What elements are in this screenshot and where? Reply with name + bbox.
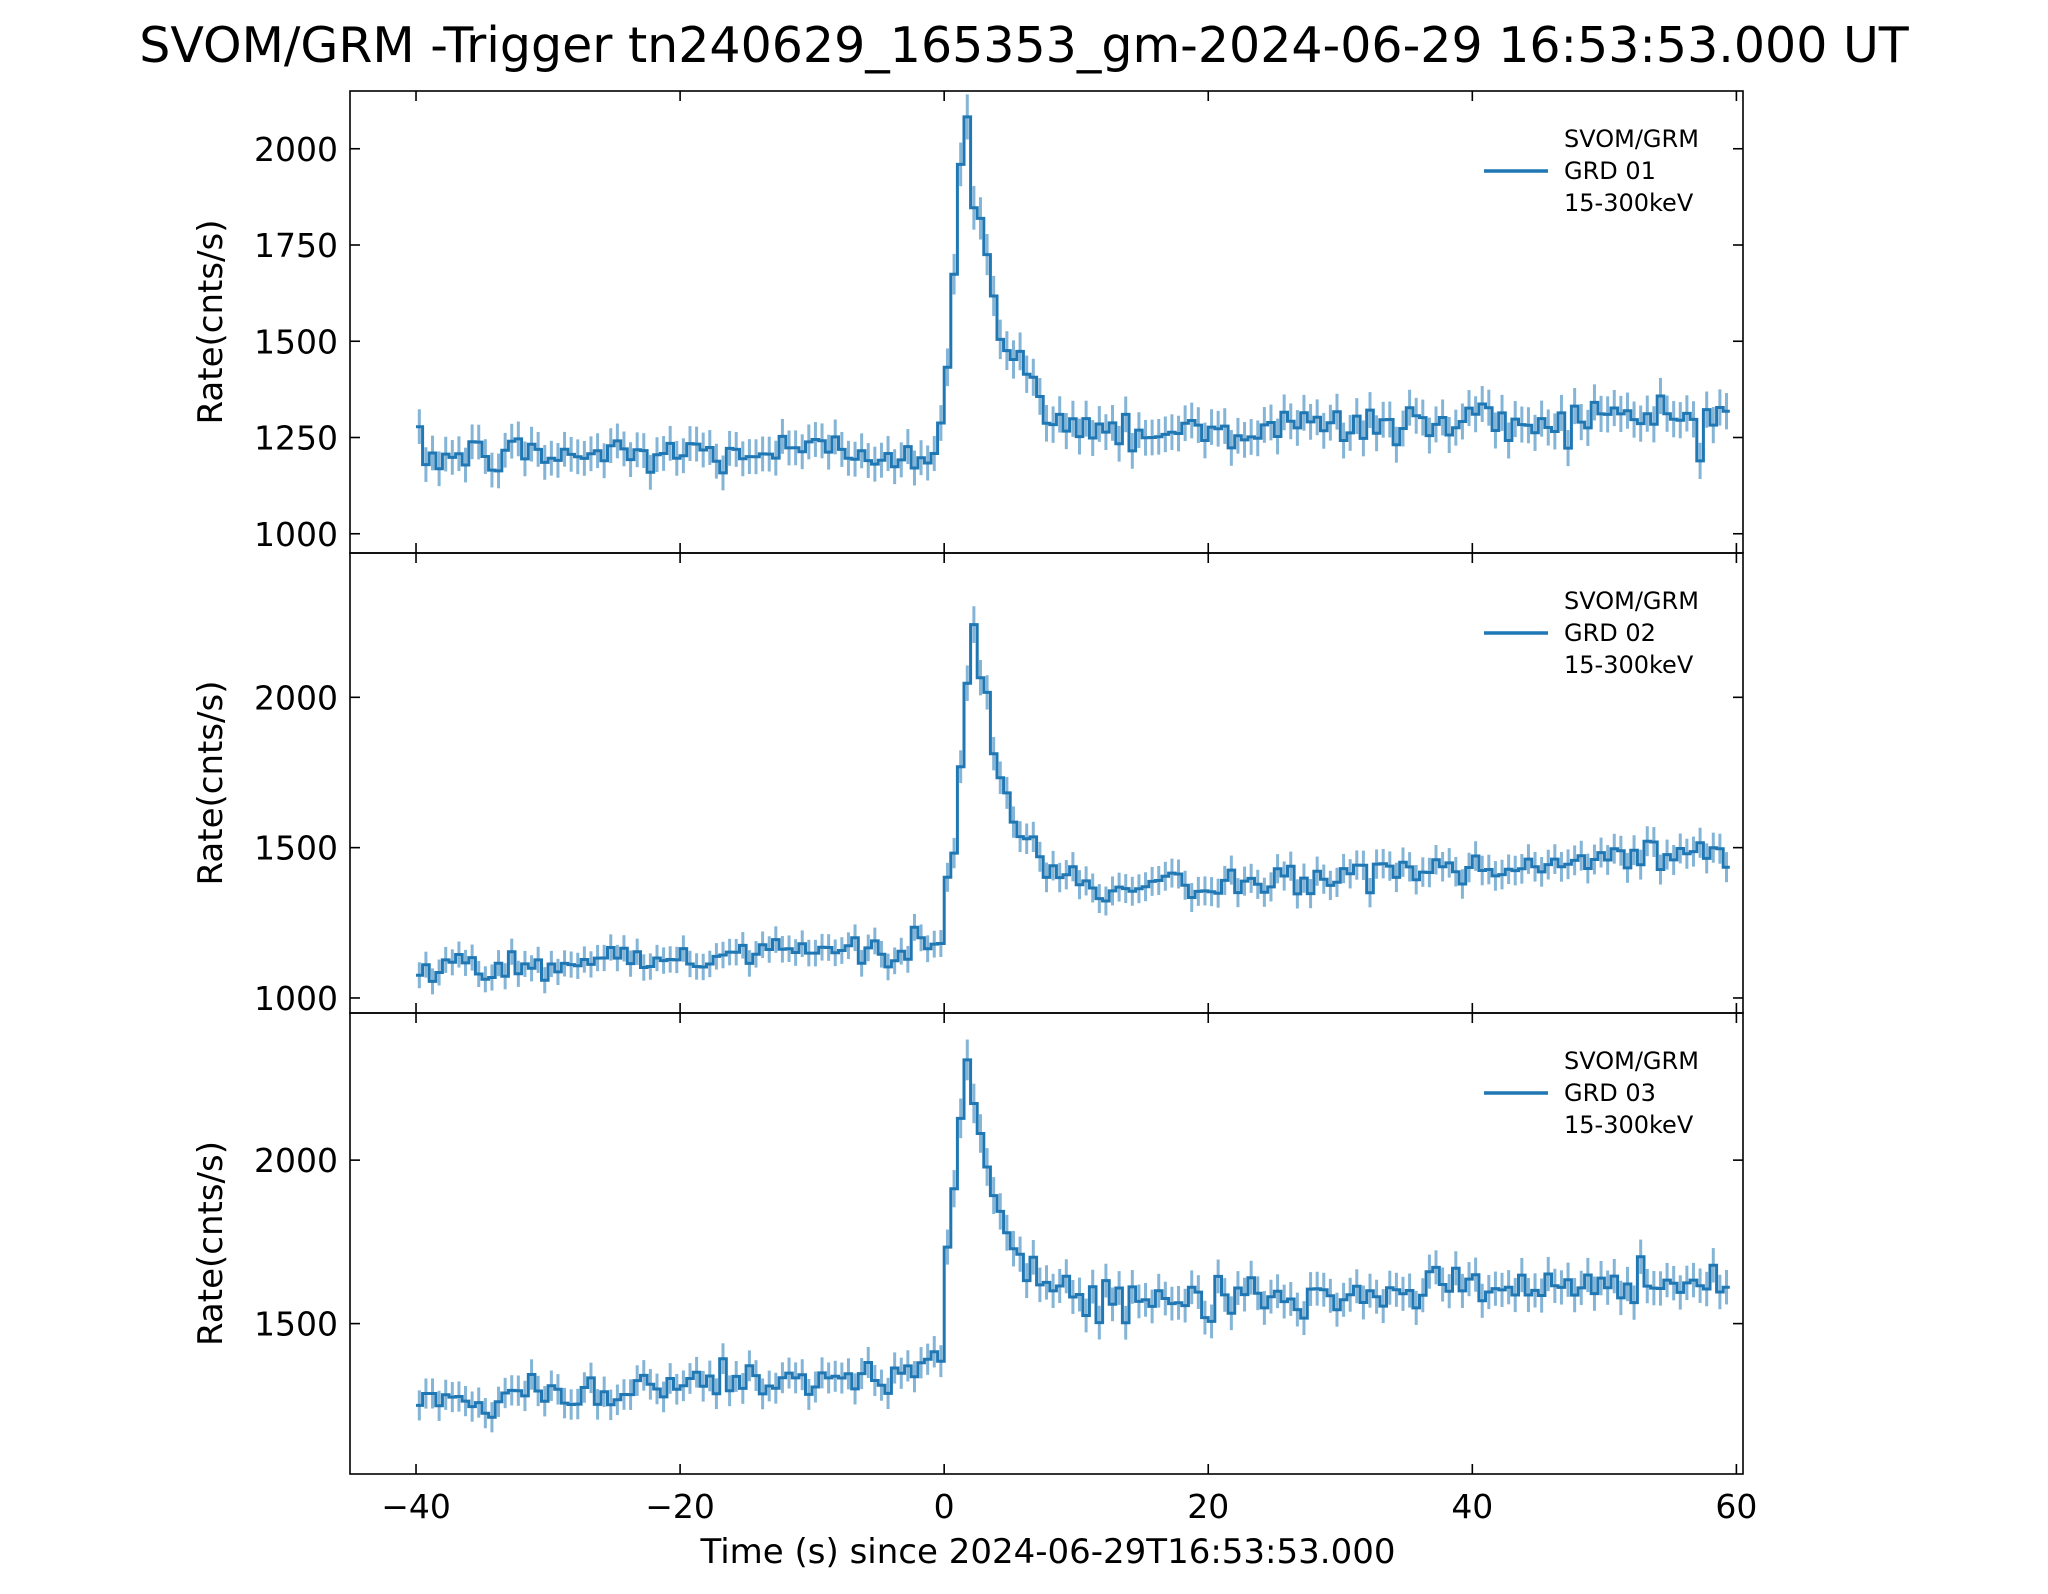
x-tick-label: −40 (381, 1487, 451, 1526)
x-tick-label: −20 (645, 1487, 715, 1526)
legend: SVOM/GRM GRD 03 15-300keV (1484, 1047, 1699, 1139)
legend-label: 15-300keV (1564, 651, 1694, 679)
y-tick-label: 1500 (254, 322, 338, 361)
y-axis-label: Rate(cnts/s) (191, 681, 231, 886)
axes-frame (349, 552, 1744, 1014)
y-tick-label: 2000 (254, 130, 338, 169)
y-tick-label: 1500 (254, 1305, 338, 1344)
y-tick-label: 1750 (254, 226, 338, 265)
y-tick-label: 1500 (254, 829, 338, 868)
x-tick-label: 60 (1715, 1487, 1757, 1526)
axes-frame (349, 90, 1744, 554)
panel-1: 1000 1250 1500 1750 2000 Rate(cnts/s) SVOM/GRM… (191, 90, 1744, 554)
error-bars (417, 606, 1728, 995)
y-axis-label: Rate(cnts/s) (191, 220, 231, 425)
series-line (416, 623, 1730, 983)
axes-frame (349, 1012, 1744, 1475)
legend-label: 15-300keV (1564, 1111, 1694, 1139)
legend-label: GRD 03 (1564, 1079, 1656, 1107)
y-tick-label: 1000 (254, 979, 338, 1018)
panels: 1000 1250 1500 1750 2000 Rate(cnts/s) SVOM/GRM… (191, 90, 1757, 1526)
legend-label: 15-300keV (1564, 189, 1694, 217)
y-tick-label: 2000 (254, 678, 338, 717)
x-tick-label: 0 (934, 1487, 955, 1526)
x-axis-label: Time (s) since 2024-06-29T16:53:53.000 (700, 1532, 1396, 1572)
error-bars (417, 1039, 1728, 1433)
legend-label: SVOM/GRM (1564, 1047, 1699, 1075)
y-axis-label: Rate(cnts/s) (191, 1141, 231, 1346)
series-line (416, 1058, 1730, 1419)
legend-label: SVOM/GRM (1564, 125, 1699, 153)
y-tick-label: 2000 (254, 1141, 338, 1180)
y-tick-label: 1250 (254, 419, 338, 458)
legend: SVOM/GRM GRD 02 15-300keV (1484, 587, 1699, 679)
legend-label: GRD 01 (1564, 157, 1656, 185)
x-tick-label: 40 (1451, 1487, 1493, 1526)
x-tick-label: 20 (1187, 1487, 1229, 1526)
y-tick-label: 1000 (254, 515, 338, 554)
figure-title: SVOM/GRM -Trigger tn240629_165353_gm-202… (139, 17, 1910, 74)
legend-label: GRD 02 (1564, 619, 1656, 647)
panel-3: −40 −20 0 20 40 60 1500 2000 Rate(cnts/s) SVOM/GR… (191, 1012, 1757, 1526)
series-line (416, 115, 1730, 475)
legend-label: SVOM/GRM (1564, 587, 1699, 615)
panel-2: 1000 1500 2000 Rate(cnts/s) SVOM/GRM GRD 02 15… (191, 552, 1744, 1018)
legend: SVOM/GRM GRD 01 15-300keV (1484, 125, 1699, 217)
